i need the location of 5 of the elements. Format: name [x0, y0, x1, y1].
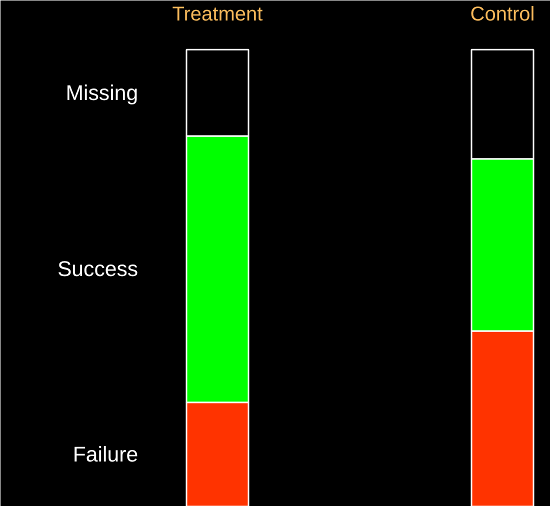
- text: Failure: [72, 442, 138, 466]
- x-tick-label: Treatment: [172, 4, 264, 26]
- text: Missing: [66, 80, 138, 105]
- x-tick-label: Control: [470, 4, 535, 26]
- text: Success: [57, 257, 138, 282]
